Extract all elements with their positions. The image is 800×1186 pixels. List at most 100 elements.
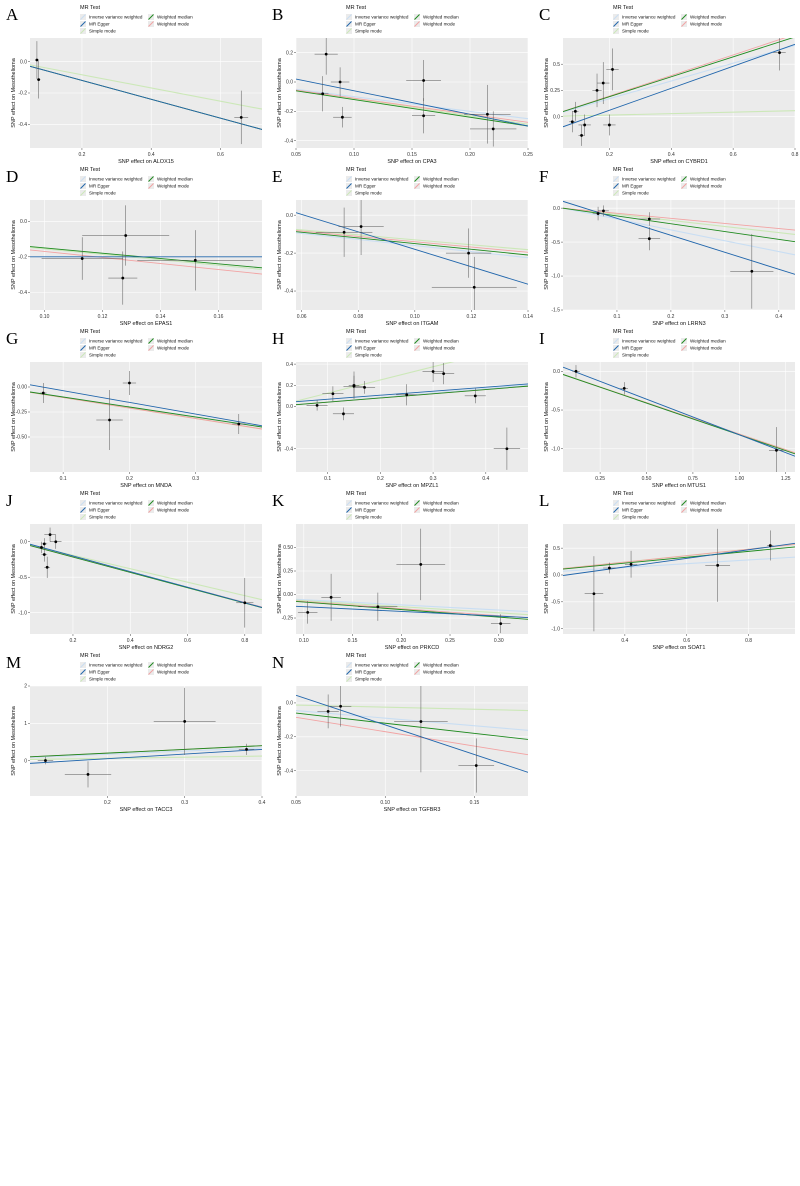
panel-label: D xyxy=(6,167,18,186)
point-marker xyxy=(128,381,131,385)
x-tick-label: 0.8 xyxy=(745,638,752,644)
plot-area xyxy=(30,362,262,472)
data-point xyxy=(322,386,344,402)
regression-line-ivw xyxy=(563,44,795,113)
legend-label-egger: MR Egger xyxy=(622,508,643,513)
legend-key-line-wmed xyxy=(414,338,420,344)
y-tick-label: -0.25 xyxy=(282,616,294,622)
y-tick-label: 0.0 xyxy=(20,539,27,545)
legend-label-ivw: Inverse variance weighted xyxy=(89,501,143,506)
legend: MR Test Inverse variance weighted MR Egger… xyxy=(346,491,459,520)
plot-background xyxy=(30,524,262,634)
x-tick-label: 0.8 xyxy=(241,638,248,644)
x-tick-label: 0.1 xyxy=(324,476,331,482)
data-point xyxy=(50,534,62,549)
y-tick-label: 0.0 xyxy=(553,369,560,375)
data-point xyxy=(490,614,511,634)
legend-label-ivw: Inverse variance weighted xyxy=(355,339,409,344)
x-tick-label: 0.15 xyxy=(407,152,417,158)
x-tick-label: 0.6 xyxy=(683,638,690,644)
x-tick-label: 0.10 xyxy=(40,314,50,320)
y-axis-label: SNP effect on Mesothelioma xyxy=(11,543,17,613)
y-tick-label: 0.00 xyxy=(17,385,27,391)
data-point xyxy=(592,206,604,221)
regression-line-wmed xyxy=(30,745,262,758)
point-marker xyxy=(321,92,325,96)
legend-key-line-wmed xyxy=(681,338,687,344)
legend-key-line-simple xyxy=(80,352,86,358)
data-point xyxy=(137,230,254,291)
legend-label-wmode: Weighted mode xyxy=(157,508,190,513)
y-tick-label: 0.4 xyxy=(286,362,293,368)
regression-line-ivw xyxy=(563,556,795,572)
y-tick-label: -0.5 xyxy=(551,600,560,606)
legend-label-egger: MR Egger xyxy=(355,184,376,189)
data-point xyxy=(412,98,436,134)
x-tick-label: 0.25 xyxy=(523,152,533,158)
data-point xyxy=(603,562,616,574)
data-point xyxy=(705,528,731,602)
legend-label-wmed: Weighted median xyxy=(157,15,193,20)
x-tick-label: 0.05 xyxy=(291,800,301,806)
plot-area xyxy=(296,524,528,634)
x-tick-label: 0.15 xyxy=(348,638,358,644)
point-marker xyxy=(608,566,611,570)
data-point xyxy=(36,60,41,99)
legend-label-wmode: Weighted mode xyxy=(157,346,190,351)
point-marker xyxy=(592,592,596,596)
point-marker xyxy=(326,709,330,713)
data-point xyxy=(620,382,628,395)
point-marker xyxy=(54,540,58,544)
point-marker xyxy=(329,595,333,599)
point-marker xyxy=(775,448,778,452)
y-tick-label: 0.50 xyxy=(283,545,293,551)
regression-line-wmed xyxy=(296,385,528,406)
legend-title: MR Test xyxy=(80,329,101,335)
x-tick-label: 0.10 xyxy=(410,314,420,320)
point-marker xyxy=(324,52,328,56)
data-point xyxy=(338,200,384,255)
legend-label-simple: Simple mode xyxy=(89,677,116,682)
panel-A: A MR Test Inverse variance weighted MR Egge… xyxy=(6,5,262,165)
regression-line-wmode xyxy=(296,716,528,756)
y-tick-label: -0.4 xyxy=(284,768,293,774)
point-marker xyxy=(239,115,243,119)
plot-area xyxy=(563,38,795,148)
y-tick-label: -1.0 xyxy=(551,446,560,452)
x-axis-label: SNP effect on MTUS1 xyxy=(652,483,706,489)
panel-label: H xyxy=(272,329,284,348)
panel-label: E xyxy=(272,167,282,186)
legend-key-line-simple xyxy=(613,190,619,196)
plot-background xyxy=(296,524,528,634)
y-axis-label: SNP effect on Mesothelioma xyxy=(277,543,283,613)
legend-key-line-egger xyxy=(346,507,352,513)
legend-label-wmode: Weighted mode xyxy=(157,22,190,27)
point-marker xyxy=(419,720,423,723)
legend-key-line-wmed xyxy=(148,662,154,668)
y-tick-label: -0.2 xyxy=(18,254,27,260)
x-tick-label: 0.2 xyxy=(667,314,674,320)
x-axis-label: SNP effect on ALOX15 xyxy=(118,159,174,165)
legend-title: MR Test xyxy=(346,653,367,659)
legend-key-line-wmed xyxy=(414,176,420,182)
regression-line-simple xyxy=(563,207,795,235)
point-marker xyxy=(573,109,577,113)
y-tick-label: 0.0 xyxy=(553,114,560,120)
panel-label: M xyxy=(6,653,21,672)
x-tick-label: 0.06 xyxy=(297,314,307,320)
y-tick-label: -0.4 xyxy=(284,138,293,144)
legend-label-simple: Simple mode xyxy=(355,191,382,196)
data-point xyxy=(314,38,338,75)
point-marker xyxy=(306,610,310,614)
point-marker xyxy=(45,565,49,569)
x-tick-label: 0.08 xyxy=(353,314,363,320)
regression-line-ivw xyxy=(296,232,528,259)
legend-key-line-egger xyxy=(80,183,86,189)
y-tick-label: -1.5 xyxy=(551,308,560,314)
regression-line-egger xyxy=(296,212,528,285)
point-marker xyxy=(44,759,47,762)
point-marker xyxy=(419,563,423,566)
data-point xyxy=(315,207,373,257)
panel-G: G MR Test Inverse variance weighted MR Egge… xyxy=(6,329,262,489)
